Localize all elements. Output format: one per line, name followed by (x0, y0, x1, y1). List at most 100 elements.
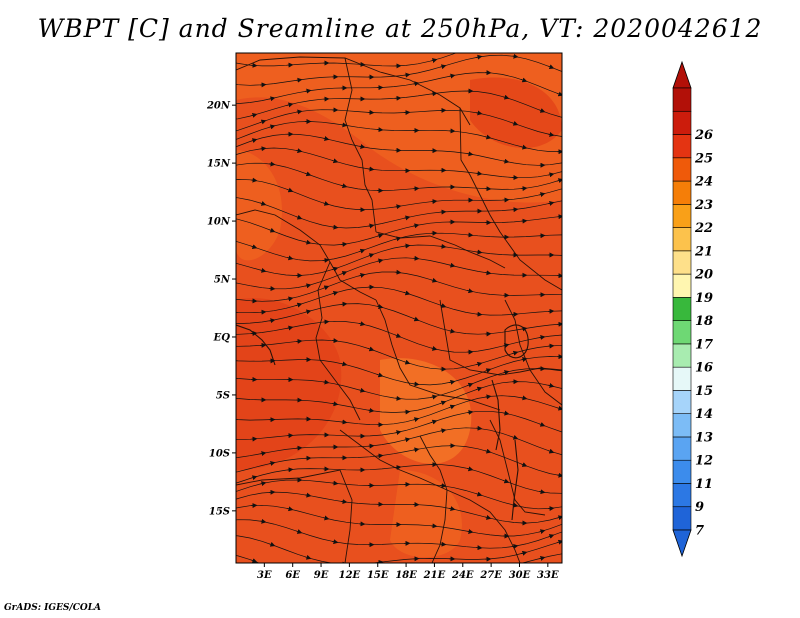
streamline-arrow (538, 489, 546, 495)
colorbar-segment (672, 180, 692, 205)
colorbar-segment (672, 134, 692, 159)
streamline-arrow (403, 243, 411, 249)
colorbar-label: 24 (694, 175, 713, 190)
streamline-arrow (430, 58, 438, 63)
colorbar-segment (672, 204, 692, 228)
streamline-arrow (547, 448, 555, 454)
country-borders (236, 56, 562, 563)
lat-tick-label: 5N (214, 275, 231, 286)
streamline-arrow (439, 243, 447, 249)
grads-credit: GrADS: IGES/COLA (4, 603, 102, 613)
streamline-arrow (547, 172, 555, 178)
streamline-arrow (511, 53, 519, 59)
streamline-arrow (448, 506, 456, 512)
streamline-arrow (250, 558, 258, 563)
colorbar-segment (672, 110, 692, 135)
streamline (236, 519, 562, 549)
streamline (236, 244, 562, 276)
lat-tick-label: 15S (209, 506, 230, 517)
streamline (236, 356, 562, 386)
streamline-arrow (484, 448, 492, 454)
streamline (236, 479, 562, 510)
streamline-arrow (376, 304, 384, 309)
lon-tick-label: 21E (423, 570, 446, 581)
streamline-arrow (511, 120, 519, 126)
streamline-arrow (520, 395, 528, 401)
streamline-arrow (448, 328, 456, 334)
colorbar: 7 9 11 12 13 14 15 16 17 18 19 20 21 22 23 24 25 26 (672, 60, 713, 558)
streamline (236, 286, 562, 316)
streamline-arrow (412, 447, 420, 453)
colorbar-label: 9 (695, 500, 704, 515)
streamline-arrow (358, 321, 366, 327)
streamline-arrow (520, 326, 528, 332)
latitude-axis: 20N 15N 10N 5N EQ 5S 10S 15S (206, 101, 236, 517)
streamline-arrow (322, 515, 330, 521)
streamline-arrow (430, 277, 438, 283)
streamline-arrow (475, 110, 483, 116)
wbpt-region (380, 358, 472, 464)
streamline-arrow (304, 171, 312, 177)
streamline-arrow (547, 534, 555, 539)
streamline-arrow (367, 253, 375, 258)
colorbar-segment (672, 459, 692, 484)
streamline-arrow (268, 96, 276, 102)
streamline-arrow (286, 102, 294, 108)
colorbar-segment (672, 273, 692, 298)
streamline-arrow (403, 359, 411, 365)
streamline-arrow (340, 361, 348, 367)
streamline (236, 339, 562, 370)
colorbar-segment (672, 343, 692, 368)
streamline-arrow (538, 334, 546, 340)
streamline-arrow (466, 466, 474, 472)
streamline-arrow (367, 166, 375, 172)
lon-tick-label: 27E (479, 570, 502, 581)
streamline-arrow (520, 462, 528, 467)
streamline-arrow (331, 539, 339, 545)
wbpt-shading (236, 53, 562, 558)
colorbar-segment (672, 87, 692, 112)
lat-tick-label: 10S (209, 448, 230, 459)
streamline-arrow (304, 492, 312, 498)
streamline-arrow (259, 267, 267, 273)
wbpt-region (390, 470, 462, 558)
colorbar-label: 14 (695, 407, 713, 422)
colorbar-label: 19 (695, 291, 713, 306)
map-panel (235, 42, 563, 564)
streamline-arrow (322, 136, 330, 141)
streamline-arrow (394, 204, 402, 210)
lon-tick-label: 6E (285, 570, 300, 581)
streamline-arrow (502, 410, 510, 416)
streamline-arrow (439, 428, 447, 434)
streamline-arrow (412, 316, 420, 322)
streamline (236, 197, 562, 229)
lon-tick-label: 30E (509, 570, 531, 581)
streamline-arrow (358, 387, 366, 393)
streamline-arrow (484, 514, 492, 520)
colorbar-segment (672, 157, 692, 182)
streamline-arrow (268, 227, 276, 233)
streamline (236, 535, 562, 563)
streamline-arrow (484, 394, 492, 400)
streamline-arrow (286, 187, 294, 193)
streamline-arrow (466, 529, 474, 534)
streamline-arrow (331, 158, 339, 164)
streamline (236, 72, 562, 104)
streamline-arrow (538, 108, 546, 113)
streamline (236, 445, 562, 477)
streamline (236, 53, 458, 67)
colorbar-label: 18 (695, 314, 713, 329)
streamline (236, 381, 562, 413)
streamline-arrow (484, 270, 492, 276)
streamline-arrow (539, 42, 543, 43)
streamline-arrow (250, 475, 258, 481)
streamline-arrow (502, 94, 510, 100)
colorbar-label: 25 (694, 151, 713, 166)
lat-tick-label: 10N (207, 217, 231, 228)
colorbar-label: 15 (695, 384, 713, 399)
colorbar-label: 16 (695, 361, 713, 376)
streamline-arrow (502, 478, 510, 484)
streamline-arrow (259, 451, 267, 457)
streamline (236, 303, 562, 335)
streamline-arrow (340, 183, 348, 189)
